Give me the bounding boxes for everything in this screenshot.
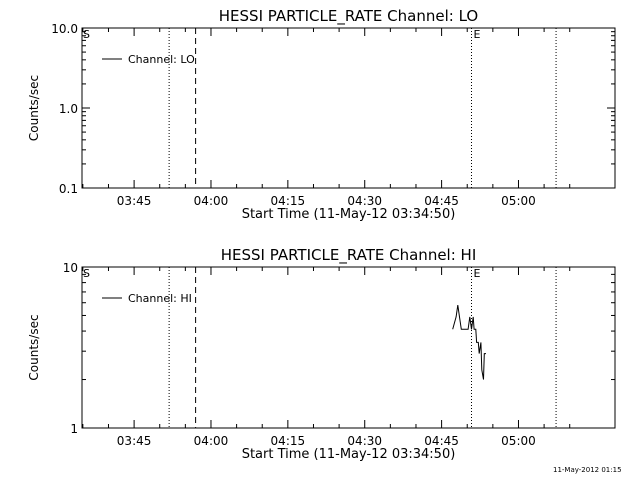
x-tick-label: 03:45	[117, 434, 152, 448]
y-axis-label: Counts/sec	[27, 75, 41, 141]
y-tick-label: 10	[63, 261, 78, 275]
y-axis-label: Counts/sec	[27, 314, 41, 380]
y-tick-label: 1	[70, 422, 78, 436]
x-tick-label: 05:00	[501, 194, 536, 208]
x-tick-label: 04:15	[271, 194, 306, 208]
marker-label-S: S	[83, 28, 90, 41]
marker-label-E: E	[474, 267, 481, 280]
panel-2	[81, 266, 616, 429]
y-tick-label: 0.1	[59, 182, 78, 196]
x-tick-label: 03:45	[117, 194, 152, 208]
x-axis-label: Start Time (11-May-12 03:34:50)	[242, 447, 456, 462]
chart-title: HESSI PARTICLE_RATE Channel: LO	[219, 7, 478, 26]
x-axis-label: Start Time (11-May-12 03:34:50)	[242, 207, 456, 222]
plot-frame	[81, 266, 616, 429]
y-tick-label: 10.0	[51, 22, 78, 36]
x-tick-label: 04:15	[271, 434, 306, 448]
footer-timestamp: 11-May-2012 01:15	[553, 466, 622, 474]
panel-1	[81, 27, 616, 189]
legend-label: Channel: LO	[128, 53, 195, 66]
x-tick-label: 05:00	[501, 434, 536, 448]
x-tick-label: 04:30	[347, 194, 382, 208]
plot-frame	[81, 27, 616, 189]
x-tick-label: 04:45	[424, 434, 459, 448]
series-line	[452, 305, 486, 380]
legend-label: Channel: HI	[128, 292, 192, 305]
x-tick-label: 04:00	[194, 194, 229, 208]
x-tick-label: 04:45	[424, 194, 459, 208]
x-tick-label: 04:30	[347, 434, 382, 448]
marker-label-S: S	[83, 267, 90, 280]
x-tick-label: 04:00	[194, 434, 229, 448]
chart-title: HESSI PARTICLE_RATE Channel: HI	[221, 246, 477, 265]
marker-label-E: E	[474, 28, 481, 41]
y-tick-label: 1.0	[59, 102, 78, 116]
